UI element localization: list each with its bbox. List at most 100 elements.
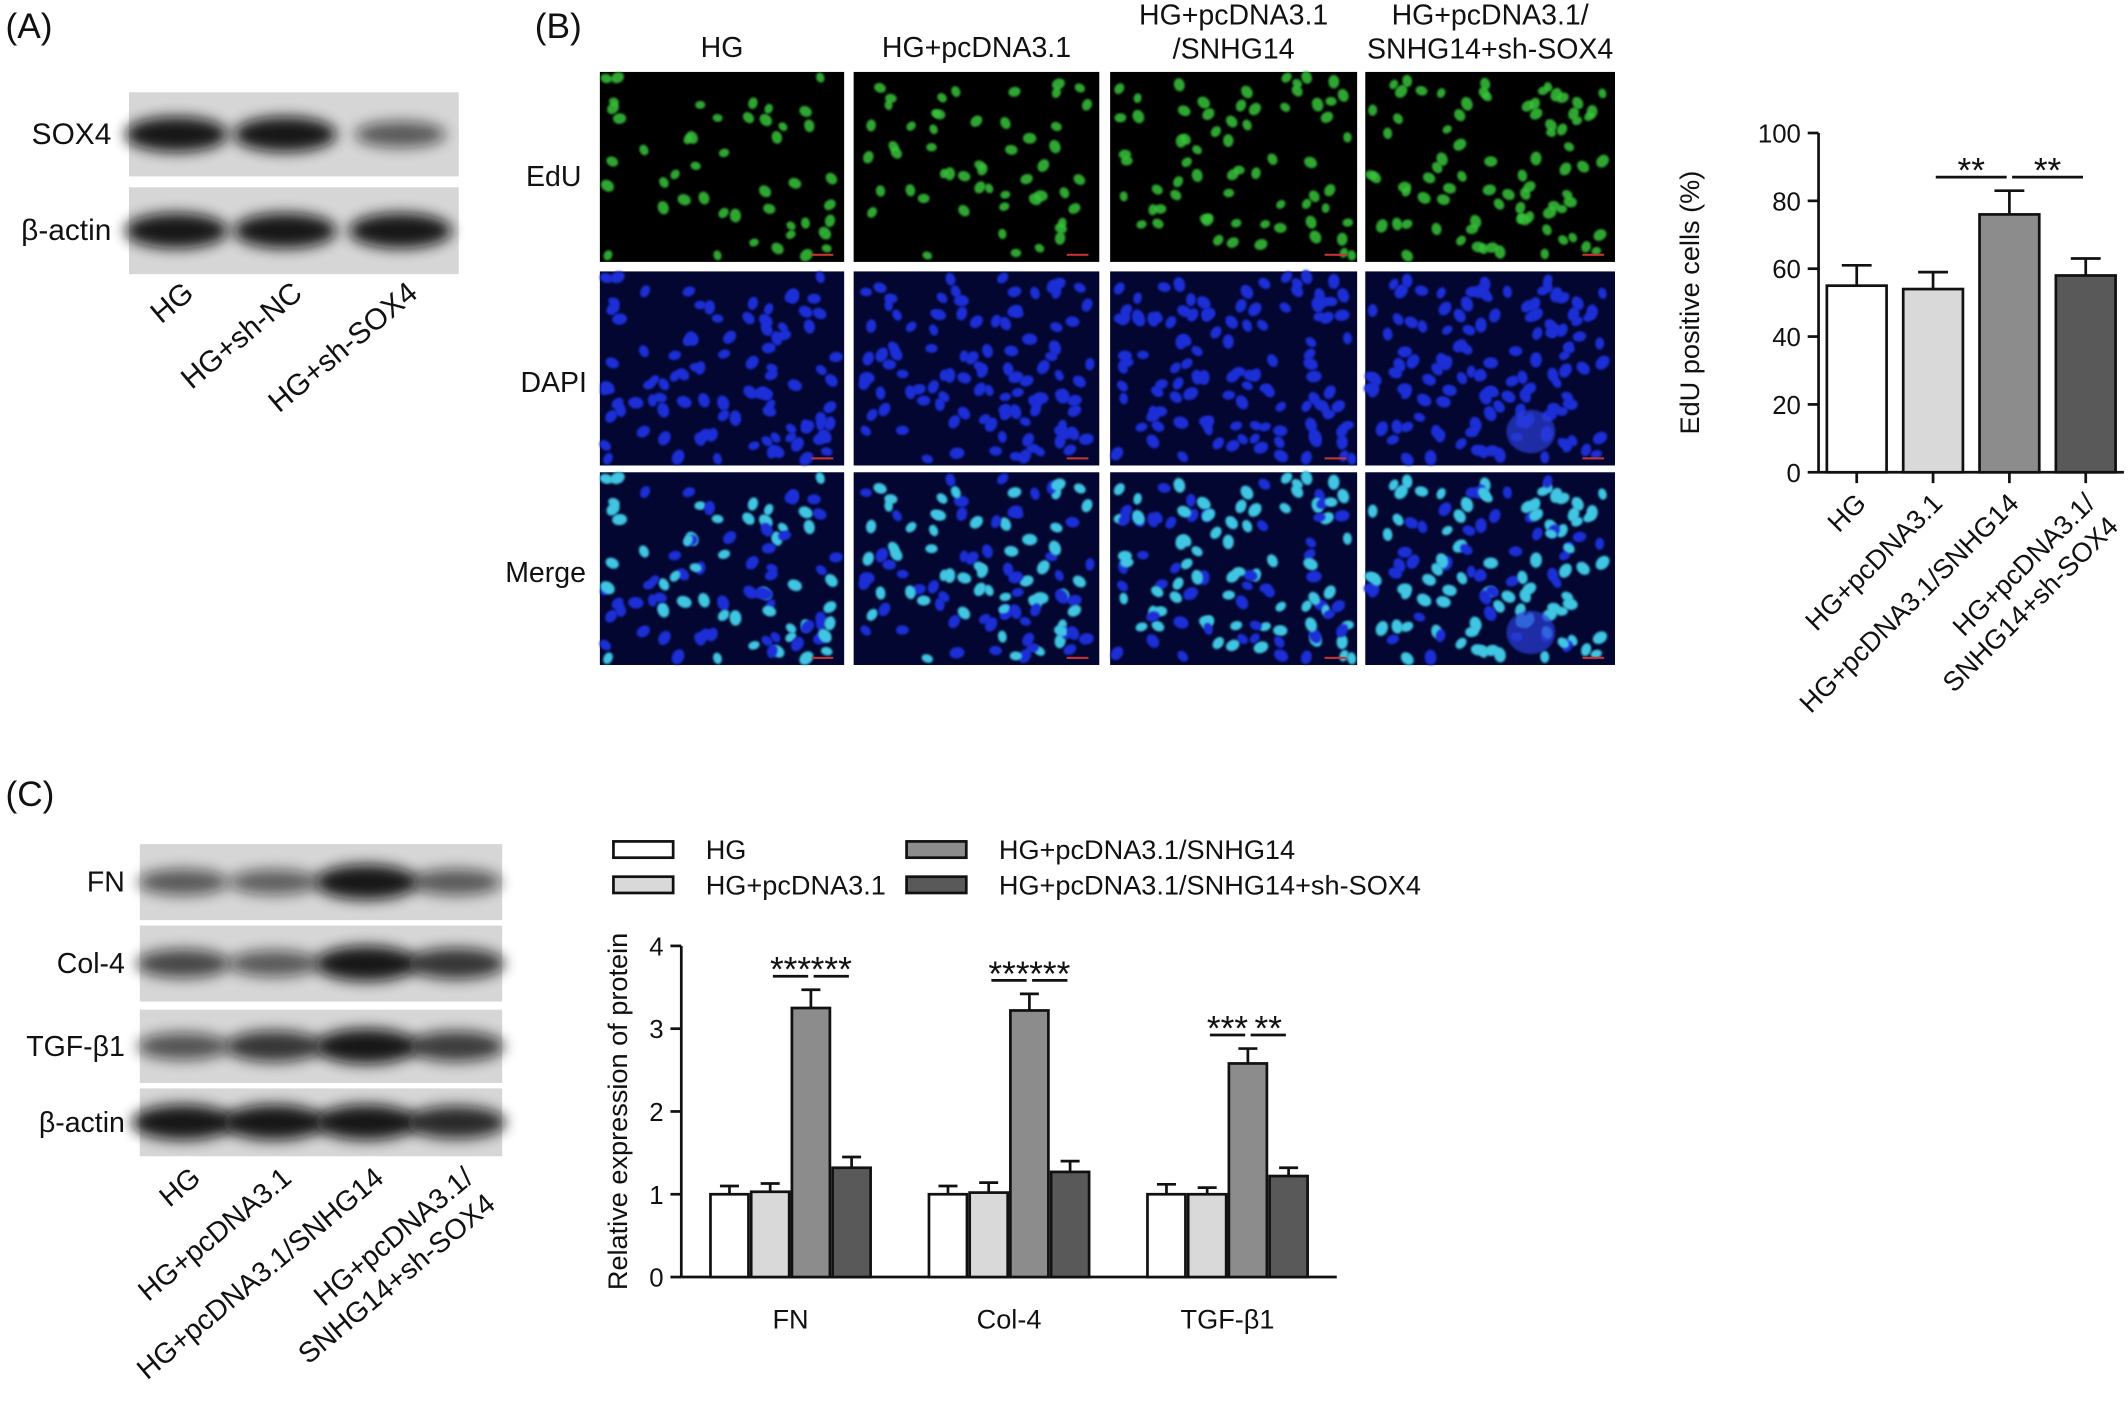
nucleus: [1383, 127, 1393, 139]
nucleus: [718, 207, 729, 219]
bar: [2054, 274, 2117, 474]
nucleus: [729, 208, 741, 223]
nucleus: [1559, 350, 1571, 361]
nucleus: [974, 181, 986, 194]
nucleus: [1000, 190, 1011, 199]
nucleus: [1324, 296, 1338, 307]
nucleus: [1436, 596, 1451, 608]
scale-bar: [1324, 656, 1347, 659]
nucleus: [628, 396, 644, 409]
nucleus: [1136, 220, 1147, 229]
nucleus: [1470, 644, 1486, 656]
nucleus: [771, 242, 784, 255]
nucleus: [599, 273, 613, 284]
nucleus: [1004, 545, 1019, 557]
nucleus: [1030, 403, 1042, 417]
nucleus: [1054, 434, 1066, 449]
nucleus: [1347, 652, 1357, 665]
nucleus: [1254, 238, 1268, 251]
nucleus: [1073, 483, 1086, 494]
nucleus: [605, 410, 618, 423]
nucleus: [1170, 189, 1182, 201]
nucleus: [1431, 563, 1443, 576]
nucleus: [711, 314, 724, 323]
nucleus: [658, 630, 671, 646]
significance-label: ***: [1207, 1009, 1248, 1048]
nucleus: [1036, 560, 1050, 575]
nucleus: [998, 228, 1007, 240]
nucleus: [1473, 368, 1485, 379]
nucleus: [1466, 365, 1476, 378]
nucleus: [1470, 444, 1486, 456]
nucleus: [749, 238, 759, 247]
nucleus: [1562, 398, 1578, 411]
nucleus: [1301, 600, 1312, 612]
nucleus: [1230, 421, 1243, 431]
nucleus: [600, 179, 615, 192]
y-tick-label: 20: [1772, 392, 1801, 420]
nucleus: [1572, 331, 1587, 342]
nucleus: [1258, 478, 1271, 490]
nucleus: [939, 569, 949, 581]
nucleus: [1085, 558, 1095, 571]
nucleus: [1197, 96, 1210, 109]
nucleus: [950, 486, 961, 499]
nucleus: [1191, 345, 1203, 357]
nucleus: [1000, 117, 1011, 130]
nucleus: [1242, 319, 1253, 332]
nucleus: [689, 563, 702, 573]
nucleus: [1202, 213, 1214, 227]
nucleus: [778, 330, 792, 341]
nucleus: [1567, 306, 1580, 322]
nucleus: [1300, 470, 1313, 485]
y-axis-title: Relative expression of protein: [602, 933, 633, 1290]
nucleus: [1248, 503, 1262, 517]
nucleus: [1401, 474, 1413, 489]
error-bar: [1197, 1186, 1217, 1195]
nucleus: [989, 446, 1002, 456]
nucleus: [778, 122, 788, 132]
nucleus: [1561, 391, 1574, 402]
nucleus: [759, 185, 772, 198]
blot-band: [137, 1032, 230, 1060]
nucleus: [957, 606, 971, 620]
nucleus: [812, 508, 827, 520]
nucleus: [1401, 588, 1412, 600]
nucleus: [1523, 181, 1536, 193]
nucleus: [1455, 637, 1467, 649]
nucleus: [990, 515, 1002, 529]
column-header: HG: [701, 32, 744, 64]
nucleus: [812, 307, 827, 320]
nucleus: [1436, 287, 1446, 299]
significance-label: ***: [811, 951, 852, 990]
nucleus: [1137, 550, 1149, 560]
nucleus: [1279, 502, 1291, 514]
nucleus: [1438, 301, 1452, 316]
nucleus: [764, 303, 774, 315]
nucleus: [921, 454, 933, 464]
nucleus: [862, 551, 874, 566]
nucleus: [1323, 585, 1336, 600]
error-bar: [1841, 263, 1872, 286]
nucleus: [1242, 119, 1252, 131]
nucleus: [862, 351, 874, 366]
nucleus: [1417, 520, 1428, 534]
nucleus: [1177, 505, 1192, 518]
blot-band: [136, 949, 231, 978]
nucleus: [1275, 401, 1287, 412]
nucleus: [1334, 309, 1350, 321]
nucleus: [1279, 302, 1291, 313]
nucleus: [1067, 626, 1080, 640]
nucleus: [603, 250, 613, 261]
bar: [1146, 1192, 1187, 1279]
nucleus: [1237, 633, 1248, 645]
nucleus: [1441, 525, 1453, 536]
nucleus: [1151, 184, 1163, 195]
nucleus: [1542, 475, 1553, 488]
nucleus: [970, 115, 983, 127]
nucleus: [953, 495, 969, 508]
nucleus: [949, 647, 965, 659]
nucleus: [1431, 222, 1442, 236]
nucleus: [1237, 434, 1248, 445]
nucleus: [1465, 224, 1479, 235]
